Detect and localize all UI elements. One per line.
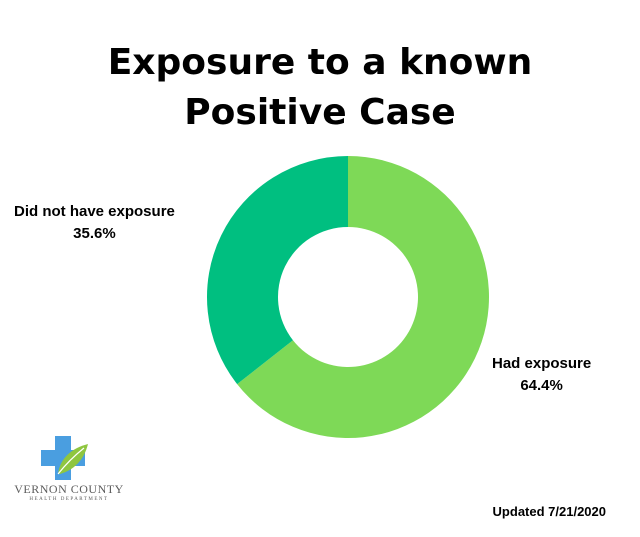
chart-title-line-1: Exposure to a known [107, 42, 533, 83]
slice-name-had-exposure: Had exposure [492, 355, 592, 372]
slice-label-no-exposure: Did not have exposure 35.6% [14, 201, 175, 245]
slice-value-had-exposure: 64.4% [520, 377, 563, 394]
chart-title-line-2: Positive Case [184, 92, 456, 133]
donut-slice-had-exposure [237, 156, 489, 439]
slice-label-had-exposure: Had exposure 64.4% [492, 353, 591, 397]
updated-date: Updated 7/21/2020 [492, 504, 606, 519]
donut-slice-did-not-have-exposure [207, 156, 348, 385]
slice-name-no-exposure: Did not have exposure [14, 203, 175, 220]
logo-subtitle: HEALTH DEPARTMENT [29, 497, 109, 502]
medical-cross-leaf-icon [41, 436, 88, 480]
chart-title: Exposure to a known Positive Case [0, 38, 640, 138]
vernon-county-logo: VERNON COUNTY HEALTH DEPARTMENT [14, 430, 124, 510]
logo-name: VERNON COUNTY [14, 482, 124, 496]
slice-value-no-exposure: 35.6% [73, 225, 116, 242]
